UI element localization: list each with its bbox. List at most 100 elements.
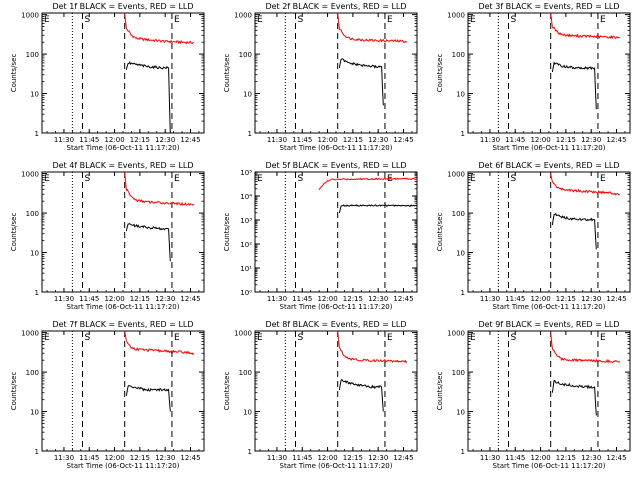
y-tick-label: 1 (461, 448, 465, 456)
x-tick-label: 11:45 (505, 295, 525, 303)
event-marker-label: E (44, 333, 50, 343)
panel-det-1: Det 1f BLACK = Events, RED = LLD 1 10 100 10… (10, 2, 205, 152)
x-axis-label: Start Time (06-Oct-11 11:17:20) (493, 303, 606, 311)
y-tick-label: 10⁵ (240, 169, 252, 177)
y-tick-label: 100 (26, 51, 39, 59)
plot-frame (254, 12, 418, 134)
x-tick-label: 11:45 (292, 454, 312, 462)
x-axis-label: Start Time (06-Oct-11 11:17:20) (67, 303, 180, 311)
event-marker-label: E (257, 174, 263, 184)
x-tick-label: 12:00 (104, 454, 124, 462)
x-tick-label: 11:30 (267, 454, 287, 462)
x-tick-label: 11:30 (54, 136, 74, 144)
y-tick-label: 1 (461, 130, 465, 138)
x-tick-label: 11:30 (54, 454, 74, 462)
y-axis-label: Counts/sec (223, 54, 231, 93)
x-tick-label: 11:30 (267, 136, 287, 144)
x-tick-label: 12:30 (155, 454, 175, 462)
y-tick-label: 1 (248, 448, 252, 456)
y-tick-label: 10⁰ (240, 289, 252, 297)
x-tick-label: 11:30 (480, 454, 500, 462)
y-tick-label: 10 (30, 91, 39, 99)
event-marker-label: S (298, 174, 304, 184)
x-tick-label: 12:45 (180, 136, 200, 144)
y-tick-label: 1000 (447, 171, 465, 179)
x-tick-label: 11:45 (79, 295, 99, 303)
panel-det-7: Det 7f BLACK = Events, RED = LLD 1 10 100 10… (10, 320, 205, 470)
y-tick-label: 10 (30, 250, 39, 258)
y-tick-label: 10 (456, 91, 465, 99)
lld-rate-series (124, 172, 195, 206)
x-tick-label: 12:00 (317, 136, 337, 144)
y-tick-label: 100 (452, 51, 465, 59)
panel-det-2: Det 2f BLACK = Events, RED = LLD 1 10 100 10… (223, 2, 418, 152)
x-tick-label: 11:45 (505, 454, 525, 462)
event-marker-label: S (511, 15, 517, 25)
x-tick-label: 11:45 (505, 136, 525, 144)
y-tick-label: 1000 (21, 330, 39, 338)
event-marker-label: S (85, 15, 91, 25)
panel-title: Det 8f BLACK = Events, RED = LLD (265, 320, 406, 329)
x-tick-label: 12:45 (606, 136, 626, 144)
y-axis-label: Counts/sec (10, 213, 18, 252)
y-tick-label: 1000 (21, 12, 39, 20)
x-tick-label: 11:45 (79, 136, 99, 144)
event-marker-label: E (600, 333, 606, 343)
event-marker-label: E (257, 333, 263, 343)
lld-rate-series (337, 331, 408, 364)
y-tick-label: 1 (35, 130, 39, 138)
y-tick-label: 100 (239, 51, 252, 59)
plot-frame (254, 171, 418, 293)
y-tick-label: 1000 (234, 330, 252, 338)
event-marker-label: E (470, 174, 476, 184)
event-marker-label: E (174, 333, 180, 343)
plot-frame (467, 12, 631, 134)
event-marker-label: E (44, 174, 50, 184)
y-axis-label: Counts/sec (10, 54, 18, 93)
x-axis-label: Start Time (06-Oct-11 11:17:20) (280, 462, 393, 470)
events-rate-series (338, 58, 384, 106)
x-tick-label: 12:00 (530, 454, 550, 462)
y-tick-label: 100 (26, 369, 39, 377)
x-tick-label: 12:30 (368, 295, 388, 303)
y-tick-label: 1 (35, 448, 39, 456)
lld-rate-series (318, 177, 417, 191)
x-tick-label: 12:15 (130, 295, 150, 303)
x-axis-label: Start Time (06-Oct-11 11:17:20) (493, 144, 606, 152)
events-rate-series (125, 384, 171, 412)
y-tick-label: 100 (239, 369, 252, 377)
panel-title: Det 9f BLACK = Events, RED = LLD (478, 320, 619, 329)
lld-rate-series (124, 13, 194, 45)
lld-rate-series (550, 173, 620, 196)
x-tick-label: 12:45 (180, 295, 200, 303)
x-tick-label: 12:30 (581, 295, 601, 303)
y-tick-label: 10 (243, 91, 252, 99)
x-tick-label: 12:30 (581, 136, 601, 144)
y-tick-label: 10 (456, 250, 465, 258)
x-axis-label: Start Time (06-Oct-11 11:17:20) (493, 462, 606, 470)
y-tick-label: 1000 (234, 12, 252, 20)
plot-frame (467, 330, 631, 452)
event-marker-label: E (387, 15, 393, 25)
event-marker-label: E (387, 333, 393, 343)
panel-det-9: Det 9f BLACK = Events, RED = LLD 1 10 100 10… (436, 320, 631, 470)
panel-det-3: Det 3f BLACK = Events, RED = LLD 1 10 100 10… (436, 2, 631, 152)
event-marker-label: E (174, 15, 180, 25)
panel-det-8: Det 8f BLACK = Events, RED = LLD 1 10 100 10… (223, 320, 418, 470)
y-tick-label: 10¹ (240, 265, 252, 273)
lld-rate-series (124, 331, 195, 356)
x-tick-label: 12:15 (556, 295, 576, 303)
y-tick-label: 1 (35, 289, 39, 297)
y-tick-label: 10 (456, 409, 465, 417)
plot-frame (41, 330, 205, 452)
x-tick-label: 12:45 (606, 295, 626, 303)
panel-title: Det 2f BLACK = Events, RED = LLD (265, 2, 406, 11)
events-rate-series (338, 378, 384, 412)
x-tick-label: 12:00 (317, 295, 337, 303)
panel-det-6: Det 6f BLACK = Events, RED = LLD 1 10 100 10… (436, 161, 631, 311)
y-tick-label: 10³ (240, 217, 252, 225)
x-tick-label: 12:00 (530, 136, 550, 144)
event-marker-label: S (85, 174, 91, 184)
x-tick-label: 12:45 (393, 295, 413, 303)
